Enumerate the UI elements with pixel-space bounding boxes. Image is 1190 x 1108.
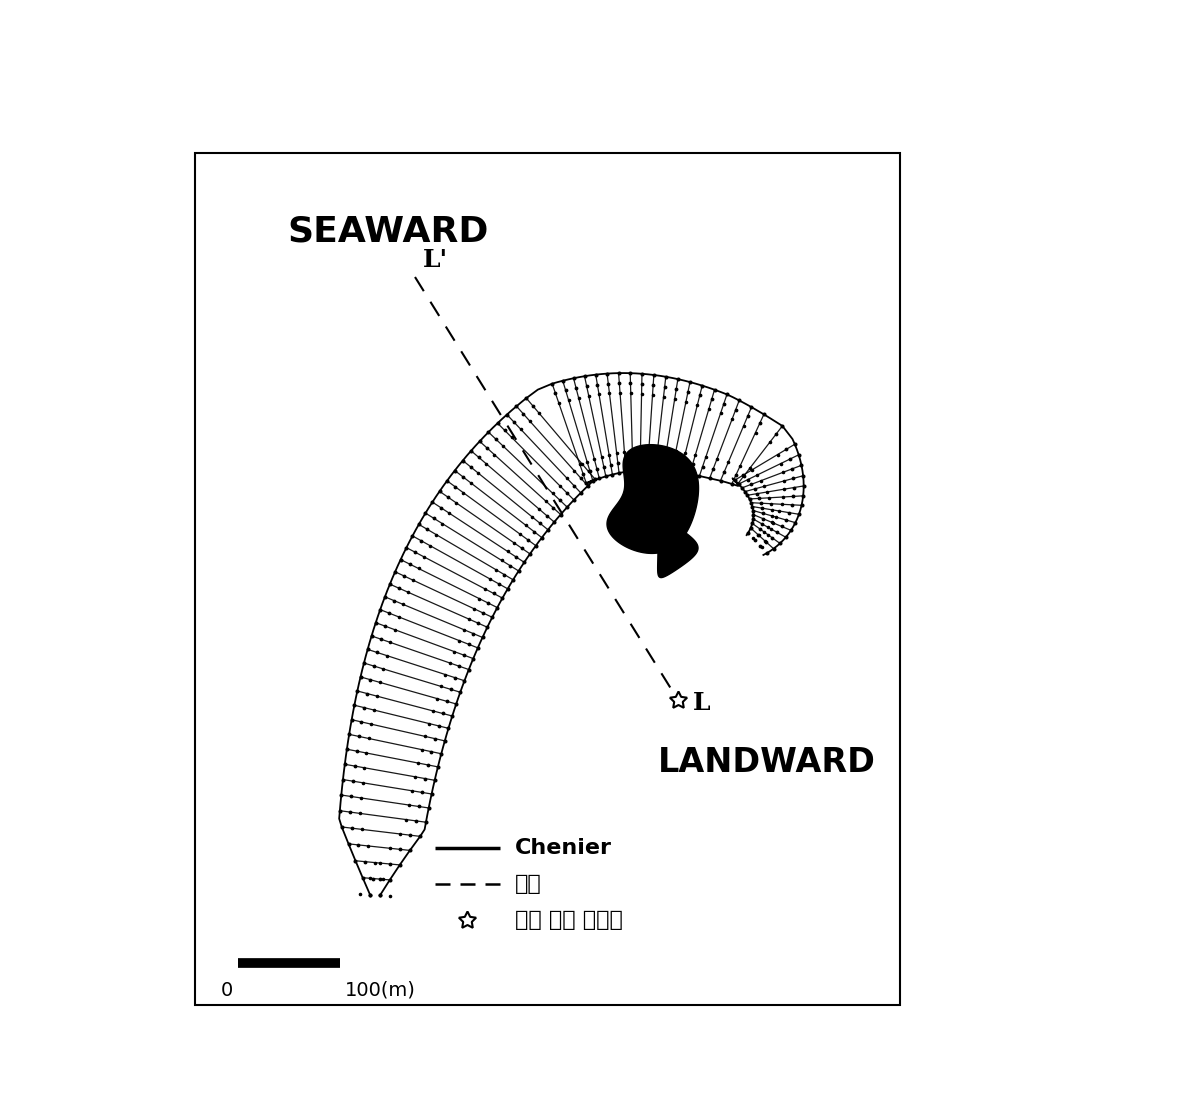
Text: L: L: [693, 691, 710, 715]
Text: 측선 측량 기준점: 측선 측량 기준점: [515, 910, 622, 930]
Text: 0: 0: [221, 981, 233, 1001]
Polygon shape: [339, 373, 803, 895]
Text: Chenier: Chenier: [515, 838, 612, 858]
Text: 100(m): 100(m): [345, 981, 415, 1001]
Text: 측선: 측선: [515, 874, 541, 894]
Text: L': L': [422, 248, 449, 271]
Polygon shape: [607, 444, 699, 553]
Text: SEAWARD: SEAWARD: [287, 215, 488, 249]
Text: LANDWARD: LANDWARD: [658, 746, 876, 779]
Polygon shape: [658, 519, 699, 577]
Bar: [195, 153, 900, 1005]
